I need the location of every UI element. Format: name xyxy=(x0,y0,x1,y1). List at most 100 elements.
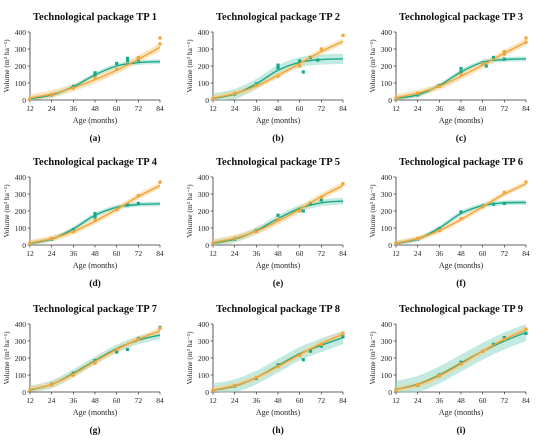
x-tick-label: 84 xyxy=(339,249,347,258)
chart-title: Technological package TP 6 xyxy=(399,157,523,168)
data-point xyxy=(301,209,305,213)
x-axis-label: Age (months) xyxy=(73,261,118,270)
x-tick-label: 48 xyxy=(91,104,99,113)
chart-title: Technological package TP 5 xyxy=(216,157,340,168)
y-tick-label: 100 xyxy=(15,371,27,380)
data-point xyxy=(316,58,320,62)
x-tick-label: 60 xyxy=(113,396,121,405)
data-point xyxy=(254,229,258,233)
data-point xyxy=(276,363,280,367)
y-tick-label: 400 xyxy=(198,173,210,182)
x-tick-label: 84 xyxy=(522,104,530,113)
x-tick-label: 84 xyxy=(522,249,530,258)
data-point xyxy=(28,388,32,392)
x-tick-label: 36 xyxy=(436,396,444,405)
x-tick-label: 60 xyxy=(296,249,304,258)
data-point xyxy=(459,360,463,364)
x-axis-label: Age (months) xyxy=(256,116,301,125)
data-point xyxy=(115,347,119,352)
y-tick-label: 300 xyxy=(381,190,393,199)
data-point xyxy=(276,364,280,369)
data-point xyxy=(115,350,119,354)
y-tick-label: 100 xyxy=(381,224,393,233)
data-point xyxy=(502,57,506,61)
x-tick-label: 84 xyxy=(339,104,347,113)
x-tick-label: 24 xyxy=(231,249,239,258)
data-point xyxy=(491,202,496,206)
data-point xyxy=(71,228,75,232)
data-point xyxy=(341,335,345,339)
data-point xyxy=(276,213,280,217)
x-tick-label: 72 xyxy=(501,249,509,258)
x-tick-label: 60 xyxy=(296,104,304,113)
data-point xyxy=(158,36,162,40)
data-point xyxy=(50,92,54,97)
y-tick-label: 400 xyxy=(15,28,27,37)
chart-title: Technological package TP 1 xyxy=(33,12,157,23)
data-point xyxy=(491,55,496,60)
x-tick-label: 24 xyxy=(48,249,56,258)
data-point xyxy=(71,373,75,377)
data-point xyxy=(276,217,280,222)
x-tick-label: 84 xyxy=(156,249,164,258)
y-tick-label: 100 xyxy=(198,224,210,233)
data-point xyxy=(341,33,345,37)
y-axis-label: Volume (m³ ha⁻¹) xyxy=(2,331,11,385)
x-tick-label: 24 xyxy=(48,396,56,405)
data-point xyxy=(502,201,506,205)
confidence-band xyxy=(396,38,526,100)
y-tick-label: 0 xyxy=(388,96,392,105)
x-tick-label: 72 xyxy=(318,104,326,113)
data-point xyxy=(136,55,140,60)
data-point xyxy=(416,383,420,387)
data-point xyxy=(158,42,162,46)
data-point xyxy=(71,86,75,90)
y-tick-label: 100 xyxy=(198,371,210,380)
data-point xyxy=(28,97,32,101)
x-tick-label: 48 xyxy=(274,396,282,405)
y-tick-label: 400 xyxy=(198,320,210,329)
data-point xyxy=(276,74,280,78)
chart-title: Technological package TP 8 xyxy=(216,304,340,315)
data-point xyxy=(211,388,215,392)
y-tick-label: 400 xyxy=(381,320,393,329)
x-tick-label: 12 xyxy=(209,396,217,405)
chart-panel: Technological package TP 5 0 100 200 300 400 1… xyxy=(185,157,347,289)
x-axis-label: Age (months) xyxy=(439,408,484,417)
x-tick-label: 12 xyxy=(209,249,217,258)
data-point xyxy=(416,236,420,241)
y-tick-label: 100 xyxy=(198,79,210,88)
data-point xyxy=(93,215,97,219)
y-tick-label: 200 xyxy=(381,62,393,71)
y-tick-label: 400 xyxy=(198,28,210,37)
x-axis-label: Age (months) xyxy=(256,408,301,417)
data-point xyxy=(254,375,258,380)
data-point xyxy=(301,70,305,74)
y-tick-label: 0 xyxy=(388,241,392,250)
y-tick-label: 200 xyxy=(15,354,27,363)
confidence-band xyxy=(396,324,526,393)
data-point xyxy=(437,228,441,233)
data-point xyxy=(524,40,528,44)
x-tick-label: 24 xyxy=(414,396,422,405)
x-tick-label: 36 xyxy=(436,249,444,258)
x-tick-label: 24 xyxy=(231,396,239,405)
chart-panel: Technological package TP 3 0 100 200 300 400 1… xyxy=(368,12,530,144)
data-point xyxy=(115,67,119,71)
data-point xyxy=(136,194,140,198)
data-point xyxy=(459,362,463,366)
data-point xyxy=(502,337,506,341)
y-axis-label: Volume (m³ ha⁻¹) xyxy=(368,39,377,93)
data-point xyxy=(93,71,97,75)
data-point xyxy=(437,374,441,378)
data-point xyxy=(394,241,398,245)
y-tick-label: 200 xyxy=(198,207,210,216)
y-tick-label: 100 xyxy=(381,371,393,380)
data-point xyxy=(93,76,97,80)
x-tick-label: 48 xyxy=(274,104,282,113)
x-tick-label: 60 xyxy=(113,104,121,113)
chart-title: Technological package TP 4 xyxy=(33,157,158,168)
y-tick-label: 300 xyxy=(198,337,210,346)
data-point xyxy=(125,203,130,207)
y-axis-label: Volume (m³ ha⁻¹) xyxy=(368,331,377,385)
